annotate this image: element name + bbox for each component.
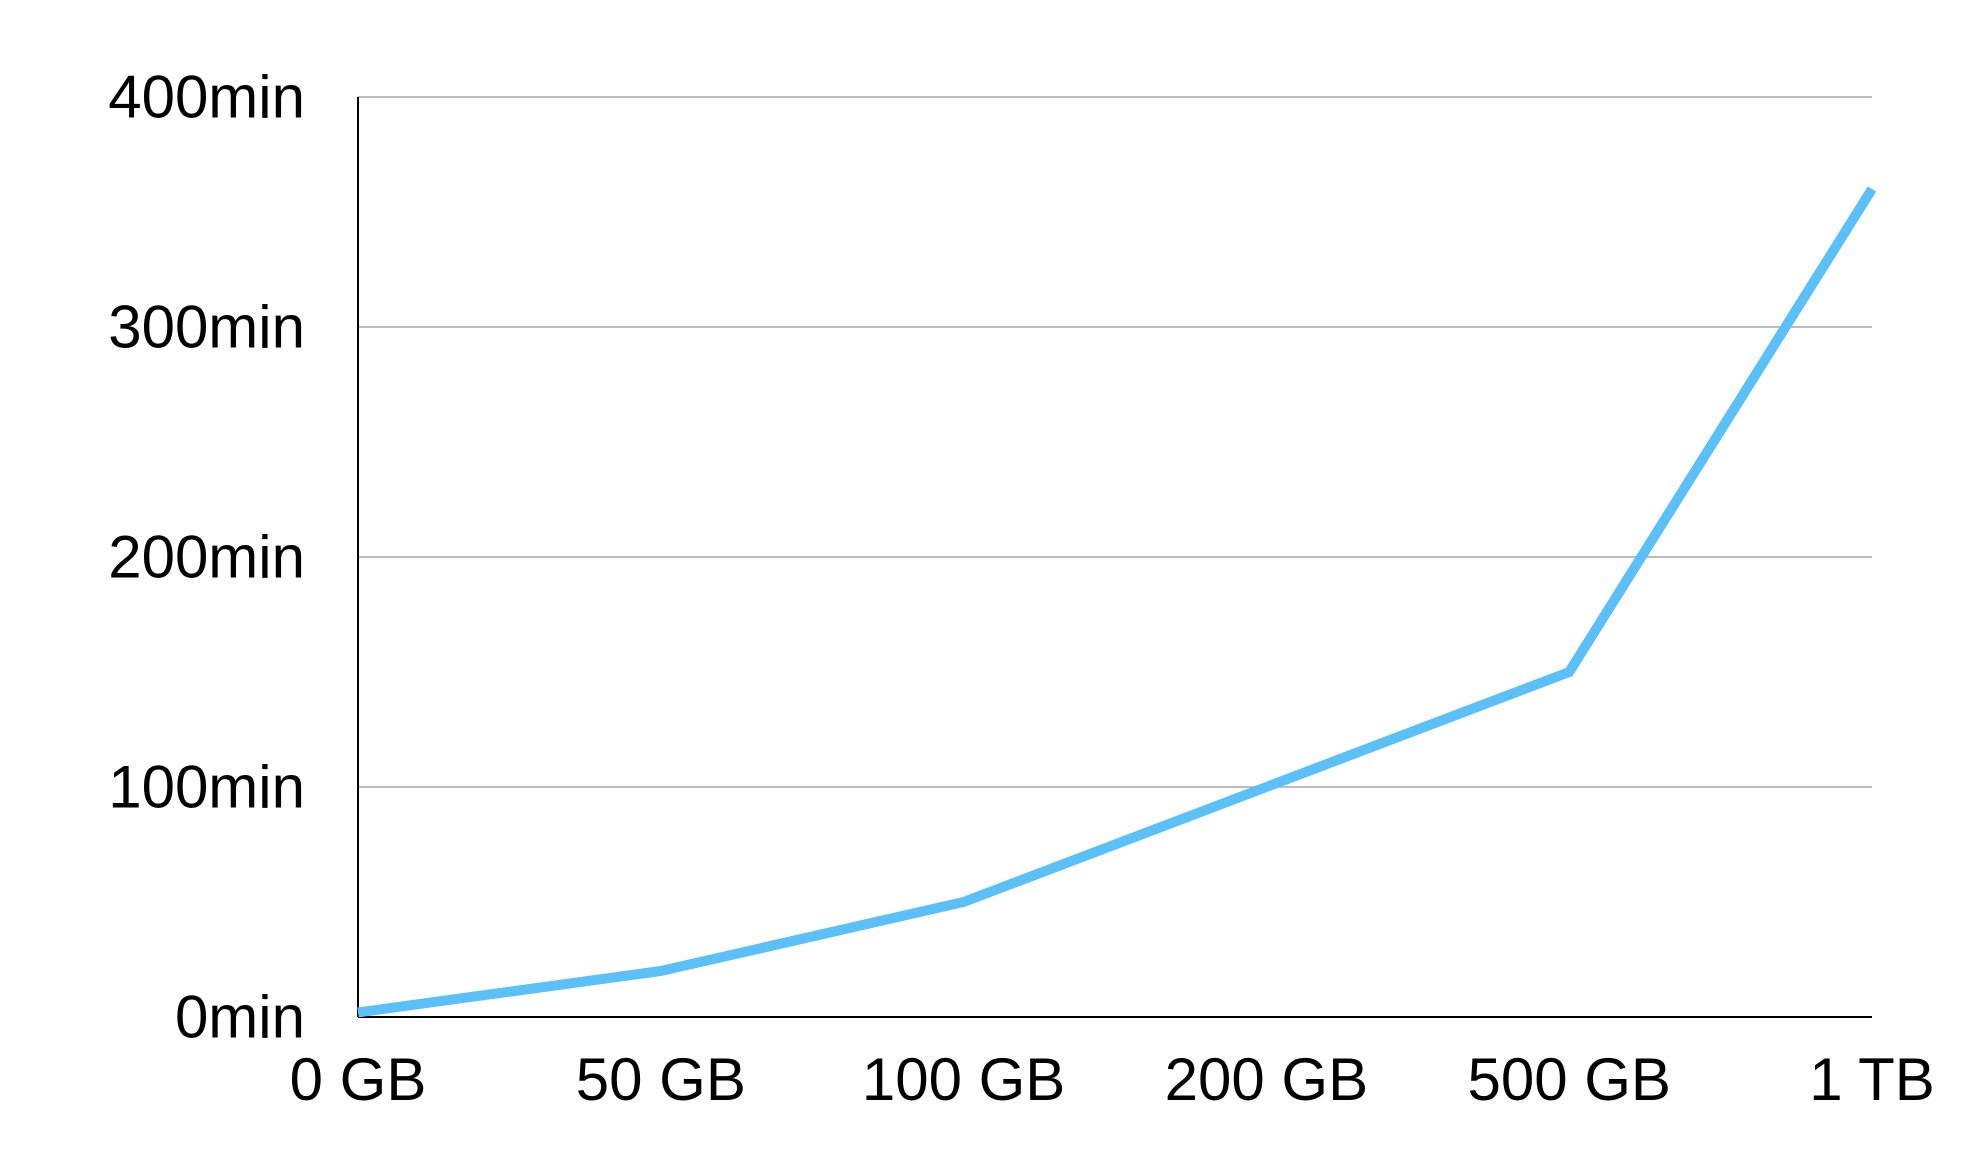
x-tick-label: 500 GB — [1467, 1046, 1670, 1113]
series-line-0 — [357, 186, 1877, 1018]
y-tick-label: 100min — [108, 754, 305, 821]
y-tick-labels: 0min 100min 200min 300min 400min — [108, 64, 305, 1051]
axes — [357, 97, 1872, 1018]
x-tick-label: 0 GB — [290, 1046, 427, 1113]
gridlines — [358, 96, 1872, 788]
x-tick-label: 100 GB — [862, 1046, 1065, 1113]
x-tick-label: 1 TB — [1809, 1046, 1935, 1113]
y-tick-label: 200min — [108, 524, 305, 591]
y-tick-label: 300min — [108, 294, 305, 361]
x-tick-label: 50 GB — [576, 1046, 746, 1113]
series-lines — [357, 186, 1877, 1018]
x-tick-labels: 0 GB 50 GB 100 GB 200 GB 500 GB 1 TB — [290, 1046, 1935, 1113]
y-tick-label: 0min — [175, 984, 305, 1051]
x-tick-label: 200 GB — [1165, 1046, 1368, 1113]
y-tick-label: 400min — [108, 64, 305, 131]
